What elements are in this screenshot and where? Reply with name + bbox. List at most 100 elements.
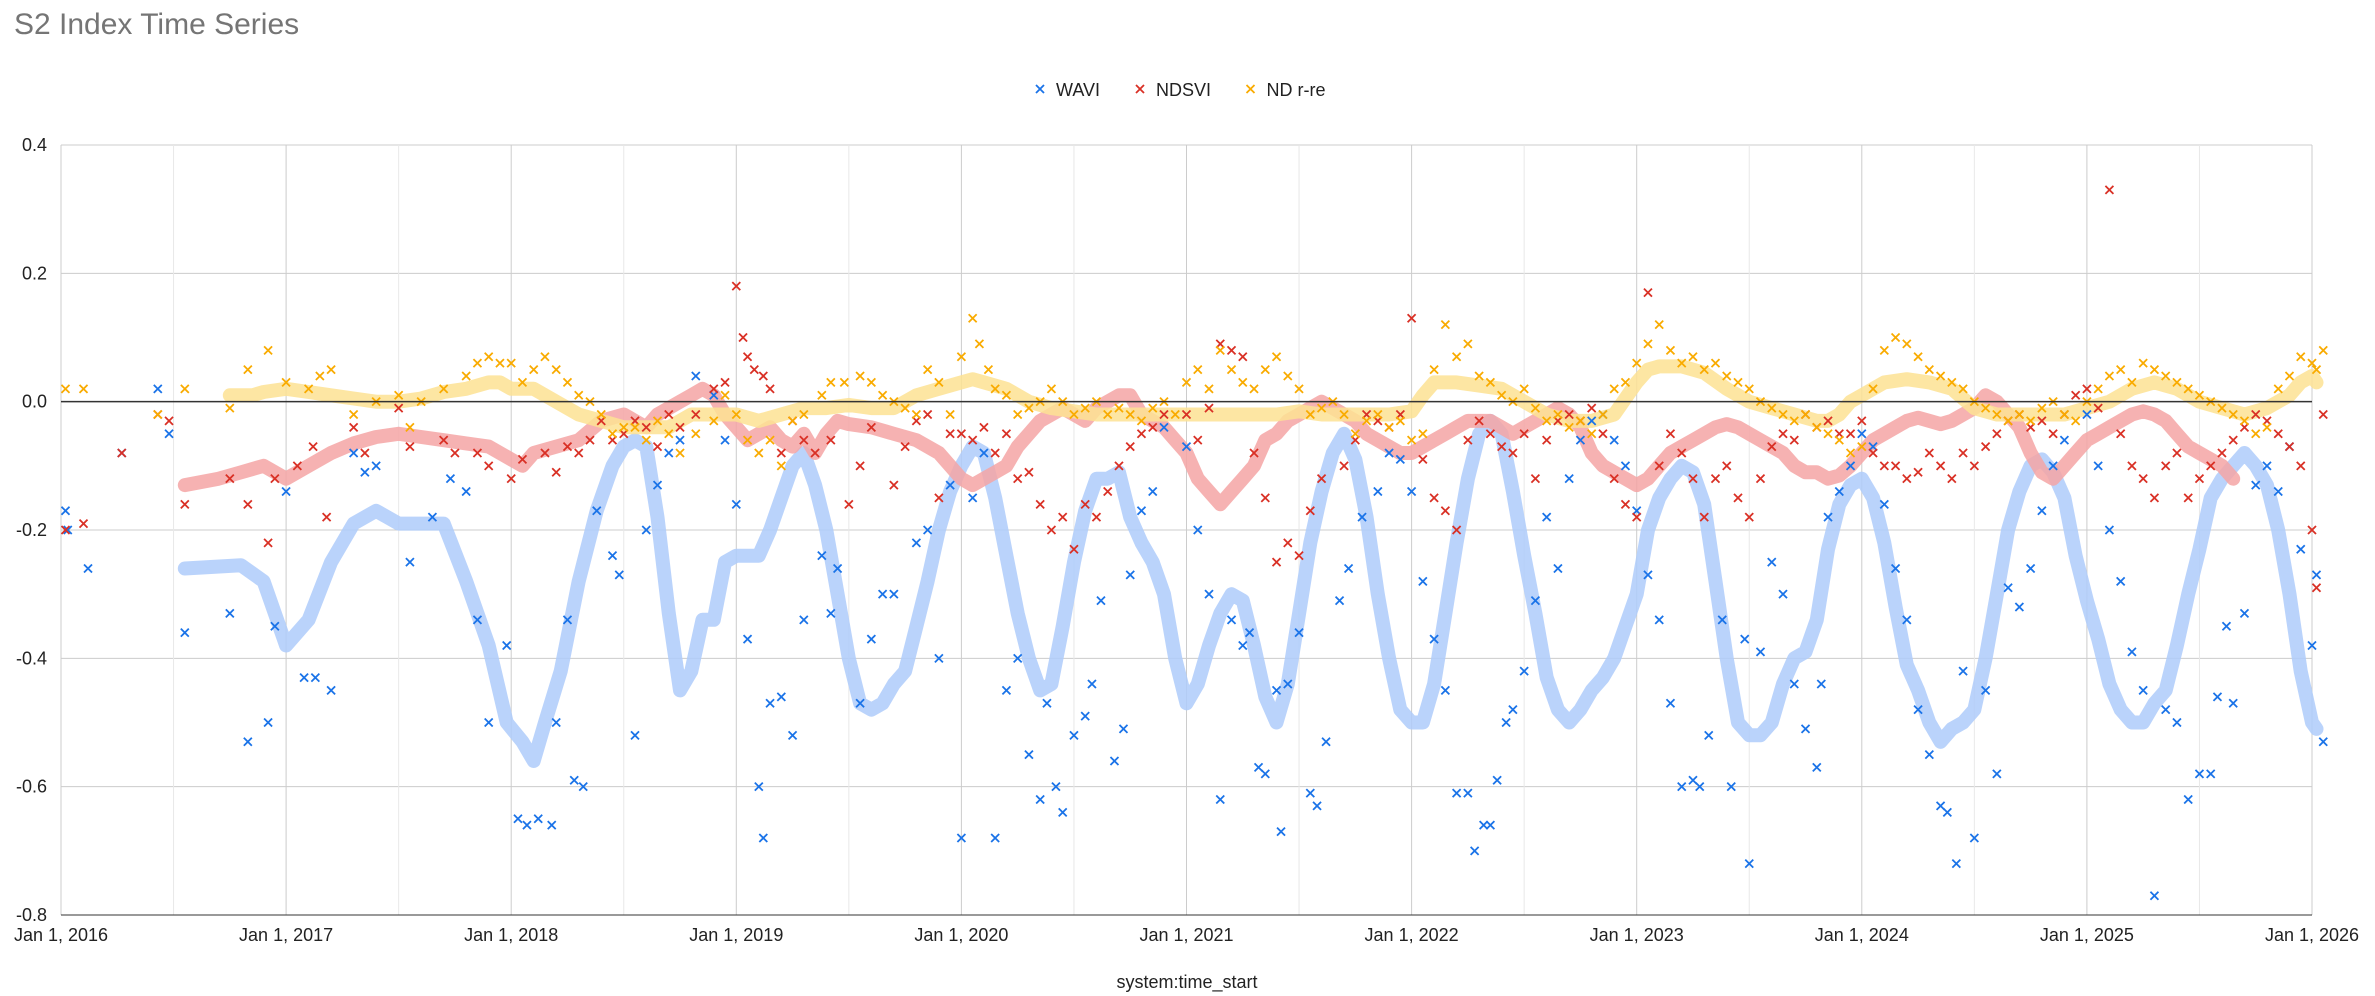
data-point-nd-r-re — [1677, 358, 1687, 368]
data-point-wavi — [310, 672, 320, 683]
data-point-ndsvi — [2217, 448, 2227, 458]
trend-line-nd-r-re — [222, 359, 2324, 435]
data-point-nd-r-re — [1913, 352, 1923, 362]
data-point-wavi — [664, 448, 674, 458]
data-point-nd-r-re — [877, 390, 888, 400]
data-point-nd-r-re — [1710, 358, 1721, 368]
data-point-ndsvi — [922, 409, 933, 420]
data-point-nd-r-re — [675, 448, 685, 458]
data-point-nd-r-re — [1800, 409, 1811, 420]
y-tick-label: -0.8 — [16, 905, 47, 925]
data-point-ndsvi — [1249, 448, 1259, 458]
data-point-wavi — [758, 833, 768, 843]
data-point-ndsvi — [799, 435, 809, 445]
data-point-ndsvi — [540, 448, 550, 458]
data-point-wavi — [461, 486, 471, 497]
data-point-nd-r-re — [394, 390, 404, 400]
data-point-wavi — [1478, 820, 1489, 830]
data-point-nd-r-re — [754, 448, 764, 458]
data-point-nd-r-re — [1823, 429, 1833, 439]
data-point-wavi — [1800, 724, 1811, 734]
data-point-ndsvi — [1046, 525, 1057, 535]
data-point-wavi — [263, 717, 273, 728]
legend-item-nd-r-re[interactable]: ND r-re — [1245, 80, 1326, 100]
legend[interactable]: WAVI NDSVI ND r-re — [1035, 80, 1326, 100]
data-point-wavi — [731, 499, 741, 509]
data-point-wavi — [1958, 666, 1968, 676]
data-point-nd-r-re — [281, 377, 291, 388]
data-point-wavi — [1992, 769, 2002, 779]
data-point-nd-r-re — [1980, 403, 1991, 413]
data-point-nd-r-re — [1688, 352, 1698, 362]
data-point-nd-r-re — [1114, 403, 1124, 413]
data-point-ndsvi — [1677, 448, 1687, 458]
chart-title: S2 Index Time Series — [14, 8, 300, 41]
data-point-ndsvi — [1429, 493, 1439, 503]
data-point-wavi — [1704, 730, 1714, 740]
data-point-wavi — [1159, 422, 1169, 432]
data-point-wavi — [1620, 461, 1631, 471]
data-point-ndsvi — [1778, 429, 1788, 439]
data-point-wavi — [1463, 788, 1473, 798]
data-point-wavi — [1969, 833, 1979, 843]
data-point-wavi — [1951, 859, 1961, 869]
data-point-wavi — [1469, 846, 1480, 856]
data-point-nd-r-re — [1834, 435, 1844, 445]
data-point-wavi — [1204, 589, 1214, 599]
data-point-ndsvi — [1058, 512, 1068, 522]
data-point-wavi — [472, 615, 483, 625]
data-point-nd-r-re — [630, 422, 640, 432]
x-tick-label: Jan 1, 2020 — [914, 925, 1008, 945]
data-point-wavi — [1755, 647, 1766, 657]
data-point-ndsvi — [263, 538, 273, 548]
data-point-nd-r-re — [1868, 384, 1878, 394]
legend-item-ndsvi[interactable]: NDSVI — [1135, 80, 1211, 100]
data-point-wavi — [614, 570, 624, 580]
data-point-wavi — [2183, 794, 2193, 805]
data-point-nd-r-re — [1958, 384, 1968, 394]
legend-marker-ndsvi — [1135, 84, 1145, 94]
data-point-wavi — [1136, 506, 1147, 516]
data-point-nd-r-re — [1148, 403, 1158, 413]
data-point-ndsvi — [574, 448, 584, 458]
data-point-nd-r-re — [562, 377, 573, 388]
data-point-wavi — [533, 814, 543, 824]
data-point-nd-r-re — [1654, 320, 1664, 330]
data-point-nd-r-re — [1361, 416, 1372, 426]
data-point-wavi — [1001, 685, 1012, 696]
data-point-nd-r-re — [1789, 416, 1799, 426]
data-point-nd-r-re — [2138, 358, 2148, 368]
data-point-ndsvi — [844, 499, 854, 509]
data-point-nd-r-re — [1632, 358, 1642, 368]
data-point-wavi — [1451, 788, 1462, 798]
data-point-nd-r-re — [2149, 364, 2160, 375]
data-point-wavi — [1215, 794, 1225, 805]
data-point-ndsvi — [1654, 461, 1664, 471]
data-point-wavi — [427, 512, 438, 522]
series-nd-r-re — [60, 313, 2328, 471]
data-point-wavi — [1744, 859, 1754, 869]
data-point-ndsvi — [691, 409, 701, 420]
legend-item-wavi[interactable]: WAVI — [1035, 80, 1100, 100]
data-point-wavi — [180, 628, 190, 638]
data-point-wavi — [1643, 570, 1653, 580]
data-point-nd-r-re — [1249, 384, 1259, 394]
data-point-nd-r-re — [2161, 371, 2171, 381]
data-point-wavi — [889, 589, 899, 599]
data-point-wavi — [2104, 525, 2115, 535]
data-point-wavi — [1069, 730, 1079, 740]
data-point-wavi — [1109, 756, 1120, 766]
data-point-ndsvi — [1598, 429, 1608, 439]
data-point-wavi — [641, 525, 651, 535]
data-point-wavi — [979, 448, 989, 458]
data-point-wavi — [1654, 615, 1664, 625]
data-point-wavi — [1125, 570, 1135, 580]
data-point-wavi — [592, 506, 602, 516]
data-point-wavi — [2251, 480, 2261, 490]
data-point-wavi — [1845, 461, 1856, 471]
data-point-wavi — [1058, 807, 1068, 817]
data-point-ndsvi — [117, 448, 127, 458]
data-point-ndsvi — [664, 409, 674, 420]
data-point-wavi — [1553, 563, 1563, 574]
